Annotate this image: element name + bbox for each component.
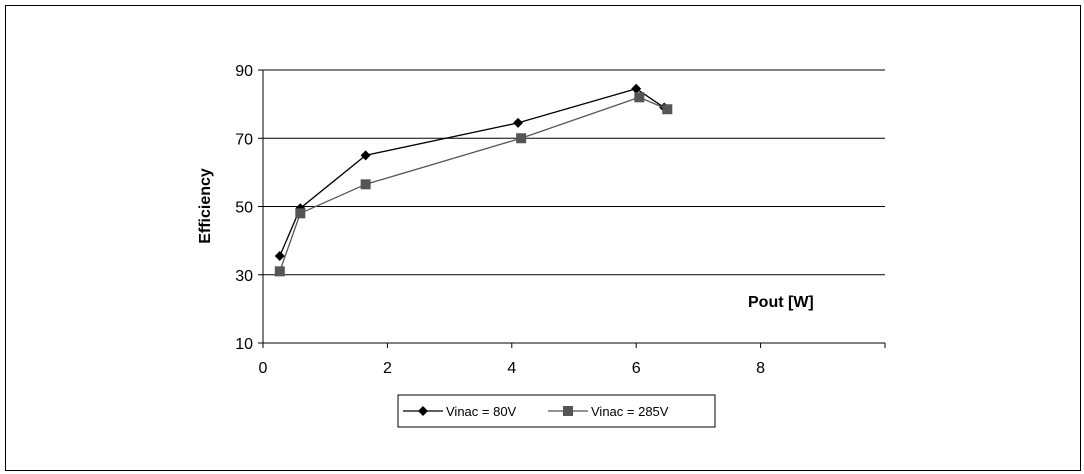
series-1-point-0	[274, 266, 285, 277]
series-line-0	[279, 88, 665, 257]
series-0-point-2	[360, 150, 371, 161]
y-tick-label-10: 10	[235, 336, 253, 353]
chart-frame	[5, 5, 1081, 471]
x-tick-label-0: 0	[259, 360, 268, 377]
x-axis-title: Pout [W]	[748, 294, 814, 311]
grid-layer	[263, 69, 885, 276]
series-line-1	[279, 96, 668, 272]
legend-marker-diamond	[418, 406, 428, 416]
y-tick-label-70: 70	[235, 131, 253, 148]
series-layer	[274, 83, 673, 277]
x-tick-label-4: 4	[507, 360, 516, 377]
series-1-point-4	[634, 92, 645, 103]
series-0-point-4	[631, 83, 642, 94]
legend-marker-square	[563, 406, 573, 416]
series-1-point-5	[662, 104, 673, 115]
series-0-point-0	[274, 250, 285, 261]
y-tick-label-90: 90	[235, 63, 253, 80]
x-tick-label-2: 2	[383, 360, 392, 377]
y-tick-label-30: 30	[235, 268, 253, 285]
series-1-point-2	[360, 179, 371, 190]
series-0-point-3	[513, 117, 524, 128]
legend: Vinac = 80V Vinac = 285V	[397, 394, 716, 428]
tick-layer: 90 70 50 30 10 0 2 4 6 8	[235, 63, 886, 377]
legend-label-80v: Vinac = 80V	[446, 404, 517, 419]
x-tick-label-8: 8	[756, 360, 765, 377]
series-1-point-1	[295, 208, 306, 219]
x-tick-label-6: 6	[632, 360, 641, 377]
legend-label-285v: Vinac = 285V	[591, 404, 669, 419]
y-axis-title: Efficiency	[197, 168, 214, 244]
y-tick-label-50: 50	[235, 200, 253, 217]
series-1-point-3	[516, 133, 527, 144]
